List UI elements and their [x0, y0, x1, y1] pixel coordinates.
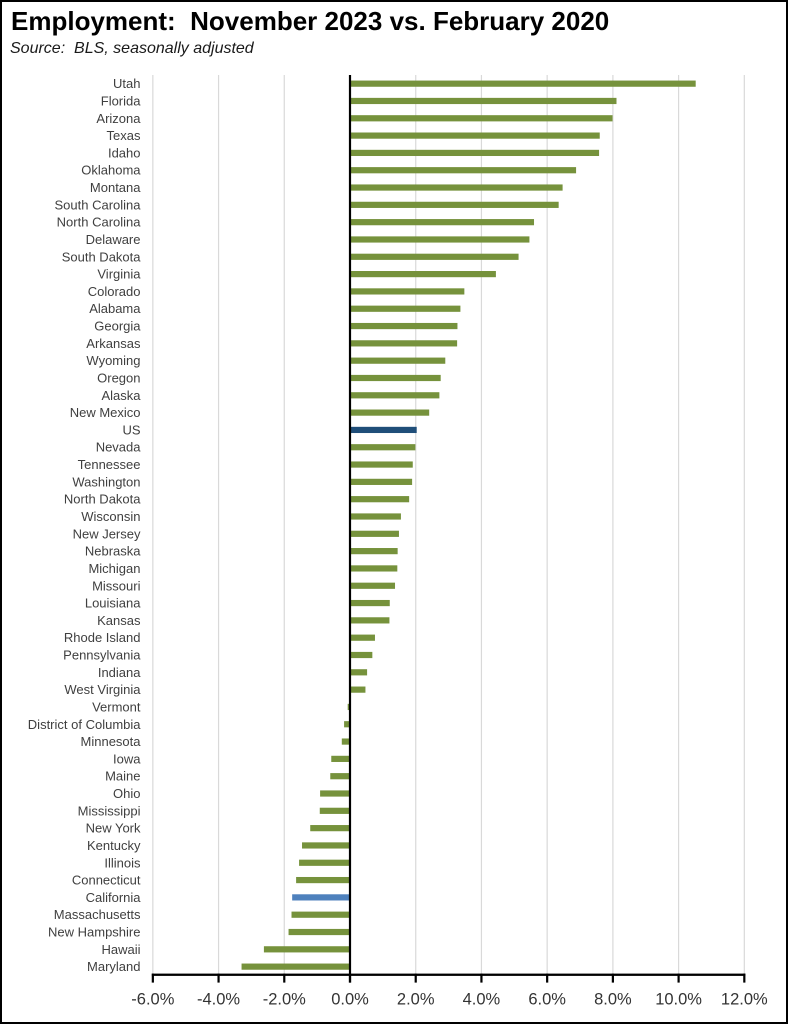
- svg-text:California: California: [86, 890, 142, 905]
- svg-text:-2.0%: -2.0%: [263, 990, 306, 1008]
- svg-text:Ohio: Ohio: [113, 786, 140, 801]
- svg-text:South Carolina: South Carolina: [55, 197, 142, 212]
- svg-text:Alabama: Alabama: [89, 301, 141, 316]
- svg-text:New York: New York: [86, 821, 141, 836]
- svg-text:Oklahoma: Oklahoma: [81, 163, 141, 178]
- svg-text:Arkansas: Arkansas: [86, 336, 141, 351]
- svg-text:Massachusetts: Massachusetts: [54, 907, 141, 922]
- svg-text:Arizona: Arizona: [96, 111, 141, 126]
- svg-text:Michigan: Michigan: [88, 561, 140, 576]
- svg-text:10.0%: 10.0%: [655, 990, 702, 1008]
- svg-text:Delaware: Delaware: [86, 232, 141, 247]
- svg-text:Texas: Texas: [107, 128, 141, 143]
- svg-text:Louisiana: Louisiana: [85, 596, 141, 611]
- svg-text:District of Columbia: District of Columbia: [28, 717, 141, 732]
- svg-text:Iowa: Iowa: [113, 751, 141, 766]
- svg-text:Maryland: Maryland: [87, 959, 140, 974]
- svg-text:Kentucky: Kentucky: [87, 838, 141, 853]
- svg-text:Nevada: Nevada: [96, 440, 142, 455]
- svg-text:-6.0%: -6.0%: [131, 990, 174, 1008]
- svg-text:Kansas: Kansas: [97, 613, 141, 628]
- svg-text:Montana: Montana: [90, 180, 141, 195]
- svg-text:0.0%: 0.0%: [331, 990, 369, 1008]
- svg-text:Virginia: Virginia: [97, 267, 141, 282]
- svg-text:Illinois: Illinois: [104, 855, 141, 870]
- svg-text:Georgia: Georgia: [94, 319, 141, 334]
- svg-text:Rhode Island: Rhode Island: [64, 630, 141, 645]
- svg-text:Nebraska: Nebraska: [85, 544, 141, 559]
- svg-text:Mississippi: Mississippi: [78, 803, 141, 818]
- svg-text:4.0%: 4.0%: [463, 990, 501, 1008]
- svg-text:US: US: [122, 422, 140, 437]
- svg-text:Florida: Florida: [101, 93, 142, 108]
- svg-text:North Carolina: North Carolina: [57, 215, 142, 230]
- svg-text:Indiana: Indiana: [98, 665, 141, 680]
- svg-text:12.0%: 12.0%: [721, 990, 768, 1008]
- svg-text:Idaho: Idaho: [108, 145, 141, 160]
- svg-text:Minnesota: Minnesota: [81, 734, 142, 749]
- svg-text:Colorado: Colorado: [88, 284, 141, 299]
- svg-text:Tennessee: Tennessee: [78, 457, 141, 472]
- svg-text:Utah: Utah: [113, 76, 140, 91]
- svg-text:West Virginia: West Virginia: [64, 682, 141, 697]
- svg-text:Maine: Maine: [105, 769, 140, 784]
- svg-text:Connecticut: Connecticut: [72, 873, 141, 888]
- svg-text:Vermont: Vermont: [92, 699, 141, 714]
- svg-text:-4.0%: -4.0%: [197, 990, 240, 1008]
- svg-text:South Dakota: South Dakota: [62, 249, 142, 264]
- svg-text:Wisconsin: Wisconsin: [81, 509, 140, 524]
- svg-text:New Mexico: New Mexico: [70, 405, 141, 420]
- svg-text:New Hampshire: New Hampshire: [48, 925, 140, 940]
- svg-text:Pennsylvania: Pennsylvania: [63, 648, 141, 663]
- svg-text:Washington: Washington: [72, 474, 140, 489]
- svg-text:2.0%: 2.0%: [397, 990, 435, 1008]
- svg-text:Alaska: Alaska: [101, 388, 141, 403]
- svg-text:North Dakota: North Dakota: [64, 492, 141, 507]
- svg-text:Missouri: Missouri: [92, 578, 141, 593]
- svg-text:New Jersey: New Jersey: [73, 526, 141, 541]
- svg-text:Hawaii: Hawaii: [101, 942, 140, 957]
- svg-text:6.0%: 6.0%: [528, 990, 566, 1008]
- svg-text:Wyoming: Wyoming: [86, 353, 140, 368]
- svg-text:Oregon: Oregon: [97, 370, 140, 385]
- svg-text:8.0%: 8.0%: [594, 990, 632, 1008]
